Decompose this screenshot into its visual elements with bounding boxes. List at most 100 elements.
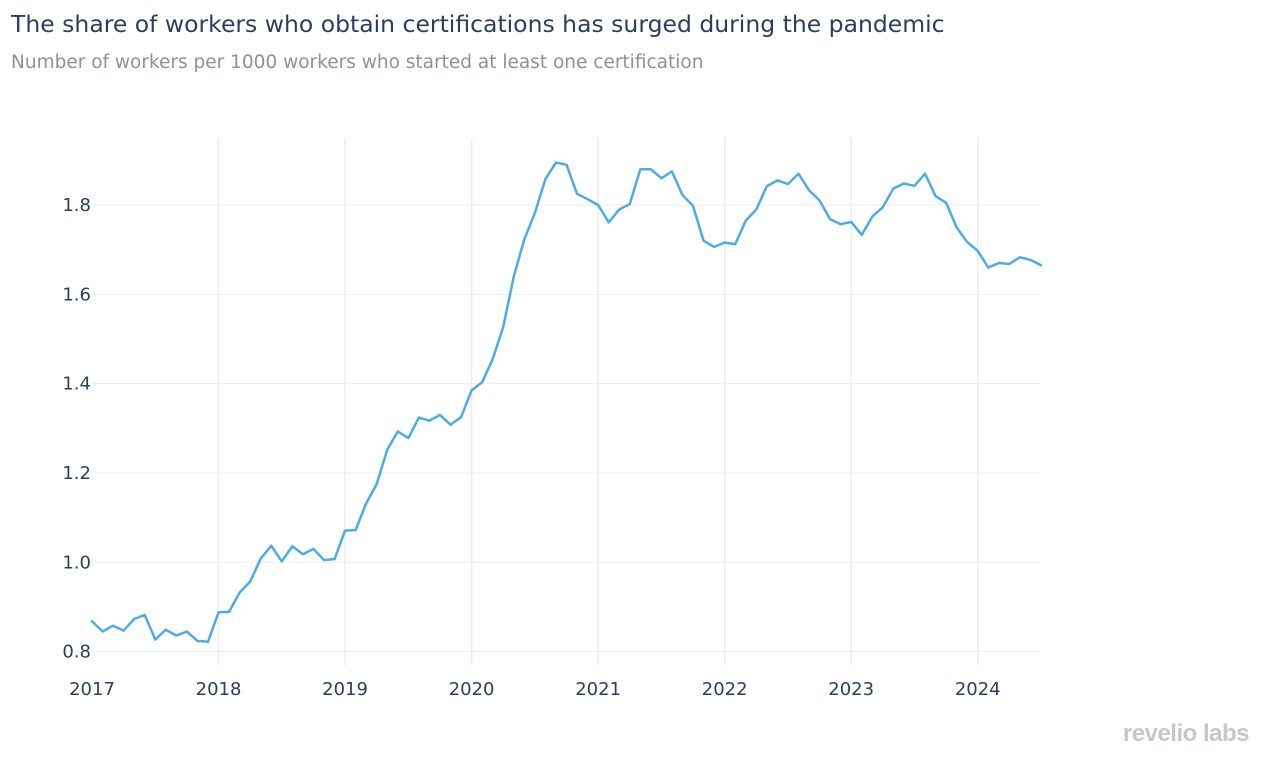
data-point[interactable] (489, 355, 497, 363)
data-point[interactable] (700, 237, 708, 245)
chart-subtitle: Number of workers per 1000 workers who s… (11, 52, 704, 73)
data-point[interactable] (541, 175, 549, 183)
data-point[interactable] (710, 243, 718, 251)
data-point[interactable] (921, 170, 929, 178)
data-point[interactable] (584, 195, 592, 203)
data-point[interactable] (594, 201, 602, 209)
data-point[interactable] (615, 205, 623, 213)
data-point[interactable] (932, 192, 940, 200)
data-point[interactable] (1037, 261, 1045, 269)
data-point[interactable] (394, 427, 402, 435)
data-point[interactable] (626, 200, 634, 208)
data-point[interactable] (278, 557, 286, 565)
data-point[interactable] (288, 542, 296, 550)
data-point[interactable] (204, 638, 212, 646)
data-point[interactable] (794, 170, 802, 178)
data-point[interactable] (816, 197, 824, 205)
data-point[interactable] (657, 174, 665, 182)
data-point[interactable] (383, 446, 391, 454)
data-point[interactable] (773, 176, 781, 184)
data-point[interactable] (531, 209, 539, 217)
data-point[interactable] (447, 421, 455, 429)
data-point[interactable] (731, 240, 739, 248)
data-point[interactable] (910, 182, 918, 190)
data-point[interactable] (99, 628, 107, 636)
data-point[interactable] (309, 545, 317, 553)
data-point[interactable] (689, 202, 697, 210)
data-point[interactable] (362, 499, 370, 507)
data-point[interactable] (299, 550, 307, 558)
chart-title: The share of workers who obtain certific… (11, 10, 945, 38)
data-point[interactable] (404, 434, 412, 442)
data-point[interactable] (341, 527, 349, 535)
data-point[interactable] (837, 220, 845, 228)
data-point[interactable] (636, 165, 644, 173)
data-point[interactable] (1005, 260, 1013, 268)
data-point[interactable] (236, 589, 244, 597)
data-point[interactable] (963, 238, 971, 246)
data-point[interactable] (573, 190, 581, 198)
data-point[interactable] (520, 235, 528, 243)
data-point[interactable] (331, 555, 339, 563)
data-point[interactable] (563, 161, 571, 169)
data-point[interactable] (468, 386, 476, 394)
data-point[interactable] (1016, 253, 1024, 261)
data-point[interactable] (225, 608, 233, 616)
y-tick-label: 1.4 (62, 374, 91, 395)
revelio-labs-logo: revelio labs (1122, 720, 1250, 747)
data-point[interactable] (647, 165, 655, 173)
data-point[interactable] (130, 615, 138, 623)
data-point[interactable] (678, 191, 686, 199)
data-point[interactable] (425, 417, 433, 425)
x-tick-label: 2023 (828, 679, 874, 700)
data-point[interactable] (752, 205, 760, 213)
data-point[interactable] (436, 411, 444, 419)
y-tick-label: 1.8 (62, 195, 91, 216)
data-point[interactable] (373, 480, 381, 488)
x-tick-label: 2019 (322, 679, 368, 700)
data-point[interactable] (352, 526, 360, 534)
data-point[interactable] (499, 323, 507, 331)
data-point[interactable] (879, 203, 887, 211)
data-point[interactable] (257, 555, 265, 563)
data-point[interactable] (183, 628, 191, 636)
data-point[interactable] (415, 414, 423, 422)
data-point[interactable] (763, 182, 771, 190)
data-point[interactable] (162, 626, 170, 634)
data-point[interactable] (246, 577, 254, 585)
data-point[interactable] (784, 180, 792, 188)
data-point[interactable] (826, 215, 834, 223)
data-point[interactable] (984, 264, 992, 272)
data-point[interactable] (172, 632, 180, 640)
data-point[interactable] (668, 168, 676, 176)
x-tick-label: 2022 (702, 679, 748, 700)
data-point[interactable] (953, 223, 961, 231)
data-point[interactable] (1026, 256, 1034, 264)
data-point[interactable] (457, 413, 465, 421)
data-point[interactable] (88, 617, 96, 625)
data-point[interactable] (109, 622, 117, 630)
data-point[interactable] (141, 611, 149, 619)
data-point[interactable] (721, 239, 729, 247)
data-point[interactable] (858, 231, 866, 239)
data-point[interactable] (847, 218, 855, 226)
data-point[interactable] (151, 636, 159, 644)
data-point[interactable] (974, 247, 982, 255)
data-point[interactable] (552, 159, 560, 167)
grid-layer (92, 138, 1041, 665)
data-point[interactable] (942, 199, 950, 207)
data-point[interactable] (742, 217, 750, 225)
data-point[interactable] (120, 627, 128, 635)
data-point[interactable] (510, 272, 518, 280)
data-point[interactable] (995, 259, 1003, 267)
data-point[interactable] (605, 218, 613, 226)
data-point[interactable] (900, 180, 908, 188)
data-point[interactable] (805, 186, 813, 194)
data-point[interactable] (267, 542, 275, 550)
data-point[interactable] (320, 556, 328, 564)
data-point[interactable] (478, 378, 486, 386)
data-point[interactable] (215, 608, 223, 616)
data-point[interactable] (868, 213, 876, 221)
data-point[interactable] (889, 184, 897, 192)
data-point[interactable] (193, 637, 201, 645)
